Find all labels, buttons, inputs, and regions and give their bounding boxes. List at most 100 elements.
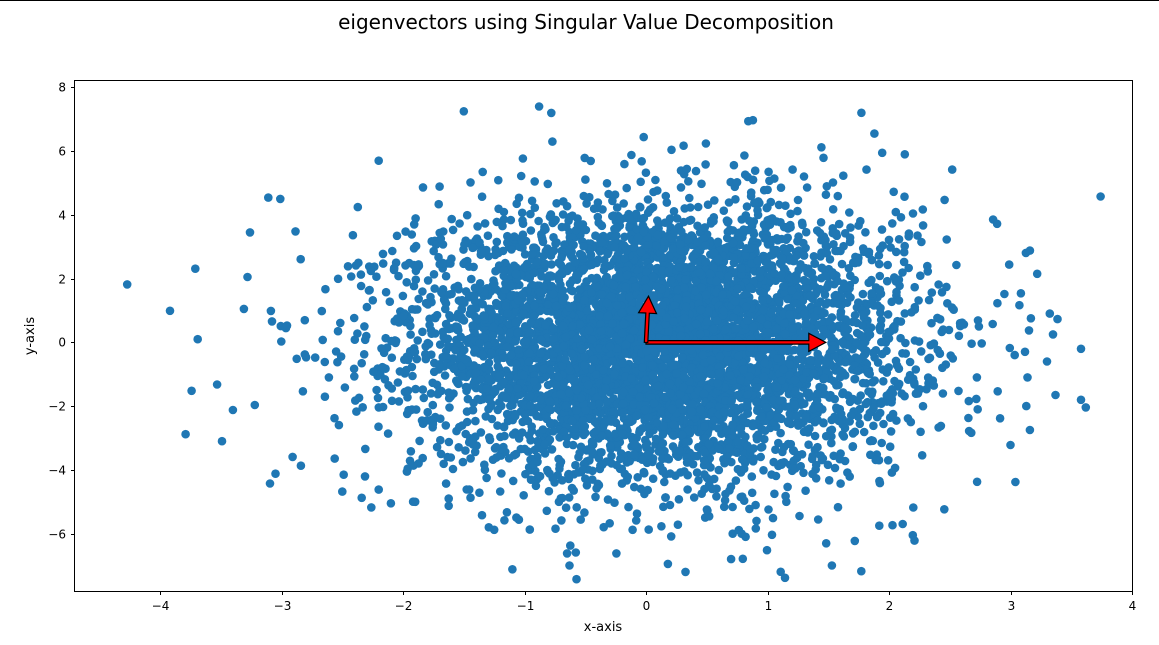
data-point: [700, 223, 710, 232]
data-point: [827, 438, 836, 448]
data-point: [846, 223, 855, 232]
data-point: [738, 554, 748, 564]
data-point: [972, 394, 981, 404]
data-point: [637, 157, 646, 166]
data-point: [954, 331, 964, 341]
data-point: [922, 384, 931, 394]
data-point: [627, 150, 636, 160]
data-point: [869, 421, 878, 431]
data-point: [429, 246, 439, 256]
data-point: [430, 358, 439, 368]
data-point: [407, 230, 417, 239]
data-point: [552, 199, 561, 208]
data-point: [562, 222, 571, 232]
data-point: [811, 460, 821, 470]
data-point: [651, 175, 660, 185]
data-point: [292, 354, 302, 364]
data-point: [731, 324, 741, 333]
data-point: [756, 452, 765, 462]
data-point: [267, 317, 277, 326]
data-point: [751, 524, 761, 533]
data-point: [725, 225, 735, 235]
data-point: [783, 417, 793, 426]
data-point: [468, 321, 478, 330]
data-point: [777, 458, 786, 468]
data-point: [387, 396, 397, 406]
data-point: [548, 247, 558, 256]
data-point: [760, 426, 770, 436]
data-point: [1096, 192, 1105, 201]
data-point: [481, 412, 491, 421]
data-point: [376, 370, 385, 379]
data-point: [444, 341, 453, 351]
data-point: [875, 244, 885, 254]
data-point: [760, 234, 769, 243]
data-point: [441, 479, 451, 488]
data-point: [699, 456, 709, 465]
data-point: [500, 516, 509, 525]
data-point: [453, 281, 463, 291]
data-point: [644, 525, 653, 534]
points-layer: [122, 102, 1105, 584]
data-point: [512, 513, 521, 522]
data-point: [403, 393, 412, 402]
data-point: [526, 209, 535, 219]
data-point: [374, 422, 383, 432]
data-point: [598, 460, 607, 470]
data-point: [952, 260, 961, 270]
data-point: [776, 428, 785, 438]
data-point: [530, 177, 539, 186]
data-point: [859, 427, 869, 437]
data-point: [415, 436, 424, 446]
data-point: [360, 322, 369, 331]
data-point: [732, 178, 742, 187]
data-point: [277, 337, 286, 346]
data-point: [911, 365, 921, 374]
data-point: [387, 384, 397, 393]
data-point: [557, 476, 567, 485]
data-point: [821, 539, 831, 548]
data-point: [455, 219, 464, 228]
data-point: [554, 258, 563, 268]
data-point: [898, 519, 907, 529]
data-point: [934, 280, 943, 289]
data-point: [857, 566, 866, 576]
data-point: [896, 317, 906, 326]
data-point: [505, 328, 515, 338]
data-point: [689, 493, 699, 502]
top-border: [0, 0, 1159, 1]
data-point: [792, 299, 801, 308]
data-point: [767, 530, 777, 540]
data-point: [441, 271, 451, 281]
data-point: [429, 270, 439, 279]
data-point: [436, 435, 445, 445]
data-point: [886, 243, 895, 252]
data-point: [833, 276, 842, 286]
data-point: [813, 442, 822, 452]
data-point: [419, 393, 429, 403]
data-point: [482, 473, 491, 483]
data-point: [503, 231, 512, 241]
data-point: [488, 331, 498, 340]
data-point: [816, 451, 825, 460]
data-point: [298, 387, 308, 396]
data-point: [468, 243, 477, 253]
data-point: [748, 421, 758, 431]
data-point: [394, 397, 404, 406]
data-point: [516, 444, 526, 454]
data-point: [454, 443, 464, 452]
data-point: [883, 260, 892, 270]
data-point: [510, 232, 519, 241]
data-point: [719, 502, 729, 512]
data-point: [565, 212, 575, 222]
data-point: [836, 246, 845, 256]
data-point: [636, 247, 646, 257]
data-point: [892, 287, 901, 297]
data-point: [845, 208, 854, 217]
data-point: [324, 373, 334, 382]
data-point: [964, 396, 974, 406]
data-point: [824, 476, 834, 485]
data-point: [357, 358, 367, 368]
data-point: [291, 227, 300, 236]
data-point: [413, 305, 422, 314]
